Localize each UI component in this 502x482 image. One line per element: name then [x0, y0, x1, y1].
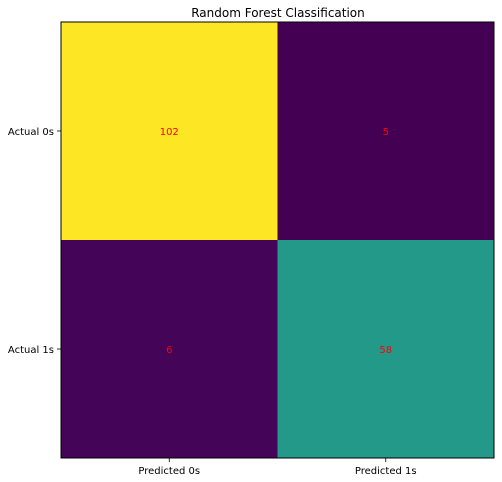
plot-frame — [60, 21, 495, 459]
cell-value-label: 5 — [383, 127, 389, 138]
x-axis-ticks: Predicted 0s Predicted 1s — [138, 458, 417, 477]
heatmap-cell — [61, 240, 278, 458]
cell-value-label: 102 — [160, 127, 179, 138]
cell-annotations: 102 5 6 58 — [160, 127, 392, 356]
y-tick-label: Actual 1s — [8, 345, 54, 356]
cell-value-label: 58 — [379, 345, 392, 356]
y-axis-ticks: Actual 0s Actual 1s — [8, 127, 61, 356]
y-tick-label: Actual 0s — [8, 127, 54, 138]
heatmap-cells — [61, 22, 494, 458]
cell-value-label: 6 — [166, 345, 172, 356]
heatmap-cell — [277, 22, 494, 240]
heatmap-cell — [277, 240, 494, 458]
heatmap-cell — [61, 22, 278, 240]
x-tick-label: Predicted 1s — [355, 466, 417, 477]
x-tick-label: Predicted 0s — [138, 466, 200, 477]
chart-title: Random Forest Classification — [191, 6, 365, 20]
